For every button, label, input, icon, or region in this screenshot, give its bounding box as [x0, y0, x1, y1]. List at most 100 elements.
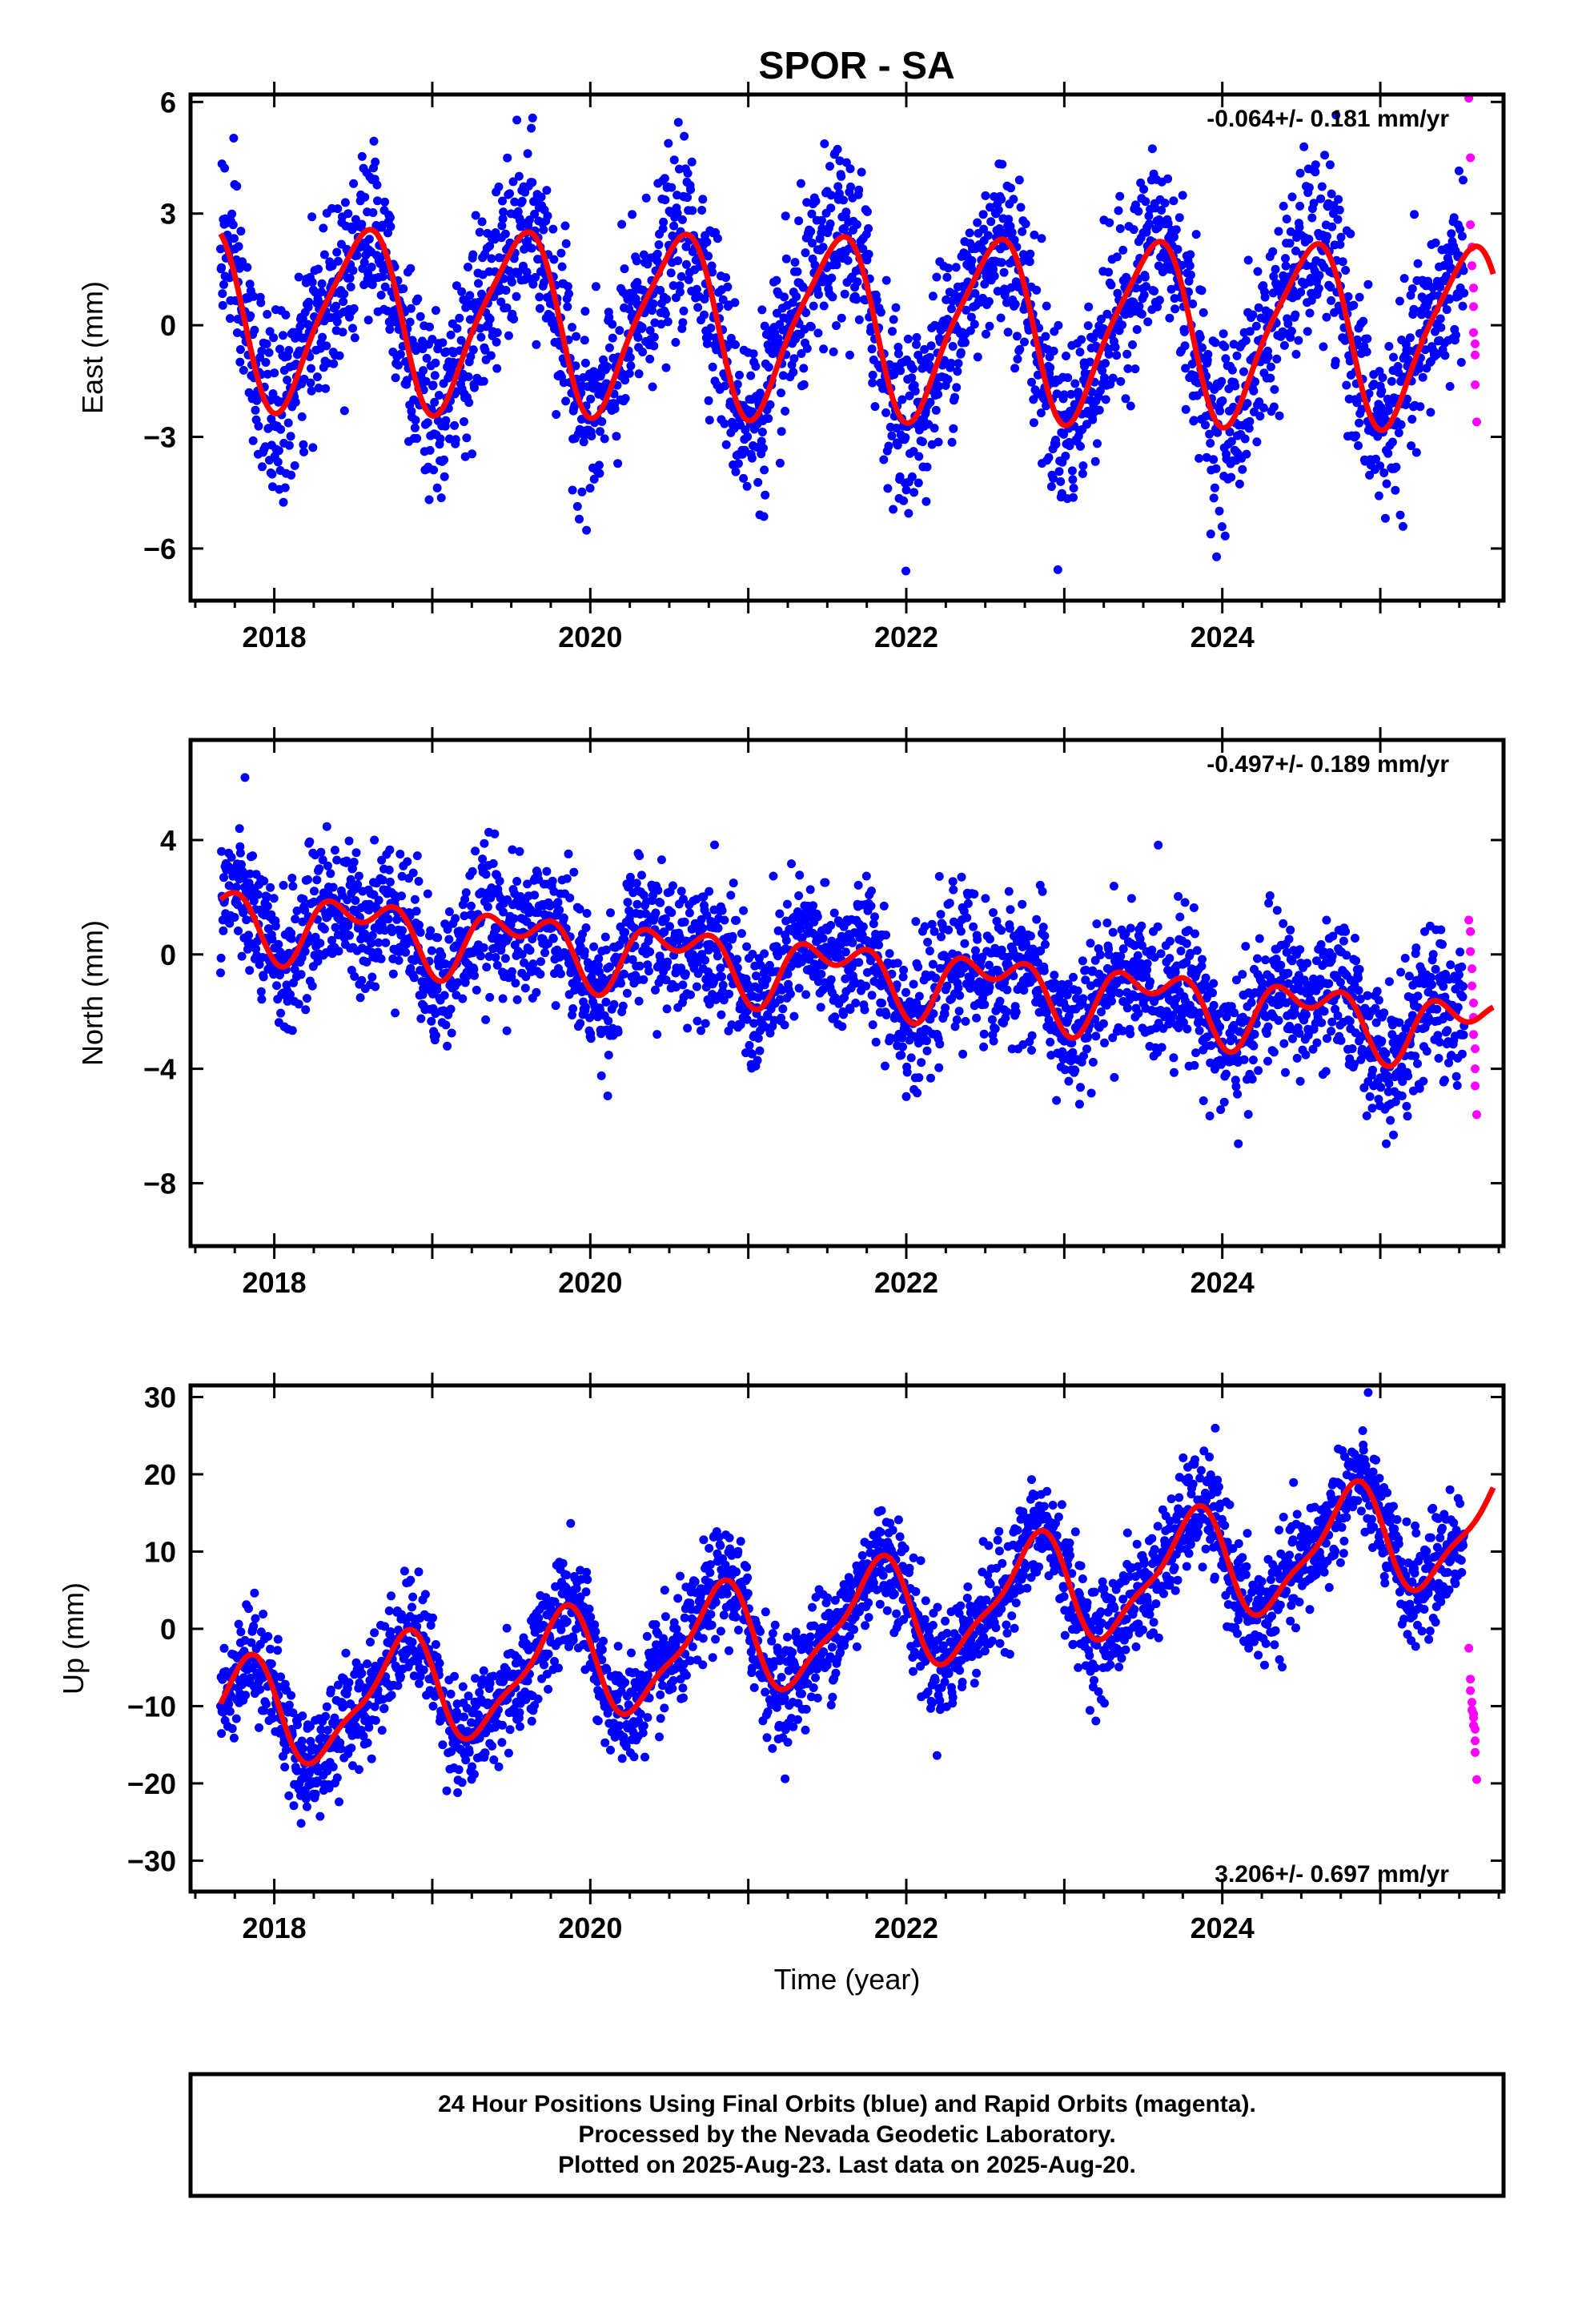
east-final-point: [853, 277, 862, 287]
north-final-point: [645, 947, 655, 956]
east-final-point: [713, 234, 722, 243]
north-final-point: [1002, 1007, 1011, 1016]
east-final-point: [1220, 342, 1230, 352]
east-final-point: [1078, 461, 1088, 471]
north-final-point: [893, 959, 902, 968]
east-final-point: [1399, 274, 1409, 283]
north-final-point: [315, 939, 325, 948]
north-final-point: [279, 881, 288, 890]
north-final-point: [515, 846, 524, 856]
east-final-point: [917, 437, 927, 447]
east-final-point: [1331, 356, 1340, 366]
north-final-point: [253, 890, 263, 899]
east-final-point: [731, 340, 740, 349]
east-final-point: [557, 262, 567, 271]
east-final-point: [942, 272, 952, 282]
north-final-point: [470, 971, 479, 980]
east-final-point: [740, 445, 749, 455]
north-final-point: [485, 992, 495, 1002]
east-final-point: [723, 282, 733, 292]
east-final-point: [676, 287, 685, 297]
east-final-point: [641, 193, 651, 203]
east-final-point: [661, 309, 670, 319]
east-final-point: [523, 149, 532, 159]
east-final-point: [464, 263, 472, 271]
east-final-point: [339, 297, 348, 307]
north-final-point: [669, 881, 677, 891]
east-final-point: [705, 332, 714, 341]
east-final-point: [683, 168, 693, 178]
east-final-point: [645, 326, 655, 336]
north-final-point: [569, 867, 579, 877]
north-final-point: [662, 1004, 672, 1014]
north-final-point: [1100, 1038, 1109, 1047]
east-final-point: [984, 297, 994, 306]
east-final-point: [1341, 266, 1351, 275]
east-final-point: [1323, 231, 1331, 241]
east-final-point: [552, 410, 561, 419]
north-final-point: [775, 909, 785, 919]
east-final-point: [1279, 201, 1288, 211]
east-final-point: [582, 525, 592, 535]
east-final-point: [943, 375, 953, 384]
east-final-point: [608, 320, 617, 329]
north-final-point: [606, 908, 615, 918]
east-final-point: [1227, 472, 1236, 482]
east-final-point: [232, 182, 242, 191]
east-final-point: [317, 287, 326, 296]
east-final-point: [524, 215, 534, 225]
east-final-point: [1130, 364, 1140, 374]
east-final-point: [648, 306, 656, 316]
east-final-point: [307, 212, 317, 222]
east-final-point: [436, 434, 445, 444]
east-final-point: [505, 189, 514, 199]
east-final-point: [1395, 510, 1405, 520]
east-rapid-point: [1466, 220, 1476, 230]
east-final-point: [790, 258, 800, 267]
north-final-point: [954, 983, 963, 993]
east-final-point: [706, 324, 716, 333]
north-final-point: [556, 969, 565, 979]
east-final-point: [274, 446, 283, 456]
east-final-point: [268, 482, 277, 492]
east-final-point: [675, 281, 685, 291]
east-final-point: [827, 273, 837, 283]
north-final-point: [716, 963, 725, 973]
north-final-point: [266, 883, 275, 892]
east-final-point: [1456, 358, 1466, 367]
east-final-point: [1379, 468, 1389, 477]
east-final-point: [985, 321, 994, 331]
east-x-tick-label: 2020: [558, 621, 622, 653]
east-final-point: [1170, 304, 1180, 314]
north-final-point: [381, 938, 391, 947]
east-final-point: [825, 219, 835, 228]
north-final-point: [949, 885, 958, 895]
east-final-point: [721, 381, 729, 391]
north-final-point: [980, 999, 990, 1009]
east-final-point: [620, 264, 629, 274]
east-final-point: [854, 315, 864, 324]
north-final-point: [603, 1092, 612, 1100]
east-final-point: [357, 219, 367, 229]
north-final-point: [536, 957, 545, 967]
north-final-point: [970, 890, 979, 899]
east-final-point: [339, 289, 349, 299]
east-final-point: [857, 167, 866, 177]
north-final-point: [370, 835, 379, 845]
north-final-point: [685, 908, 694, 918]
north-final-point: [710, 840, 719, 850]
east-final-point: [1363, 334, 1372, 344]
north-final-point: [323, 861, 332, 870]
east-final-point: [996, 313, 1006, 323]
east-final-point: [603, 362, 612, 372]
east-final-point: [1227, 365, 1237, 375]
north-final-point: [604, 1051, 613, 1059]
north-final-point: [926, 1073, 935, 1083]
east-final-point: [276, 424, 286, 434]
east-final-point: [1303, 327, 1312, 336]
north-final-point: [957, 872, 966, 882]
north-final-point: [995, 996, 1005, 1006]
east-final-point: [1355, 292, 1364, 302]
north-final-point: [1005, 923, 1014, 933]
east-final-point: [893, 349, 903, 359]
